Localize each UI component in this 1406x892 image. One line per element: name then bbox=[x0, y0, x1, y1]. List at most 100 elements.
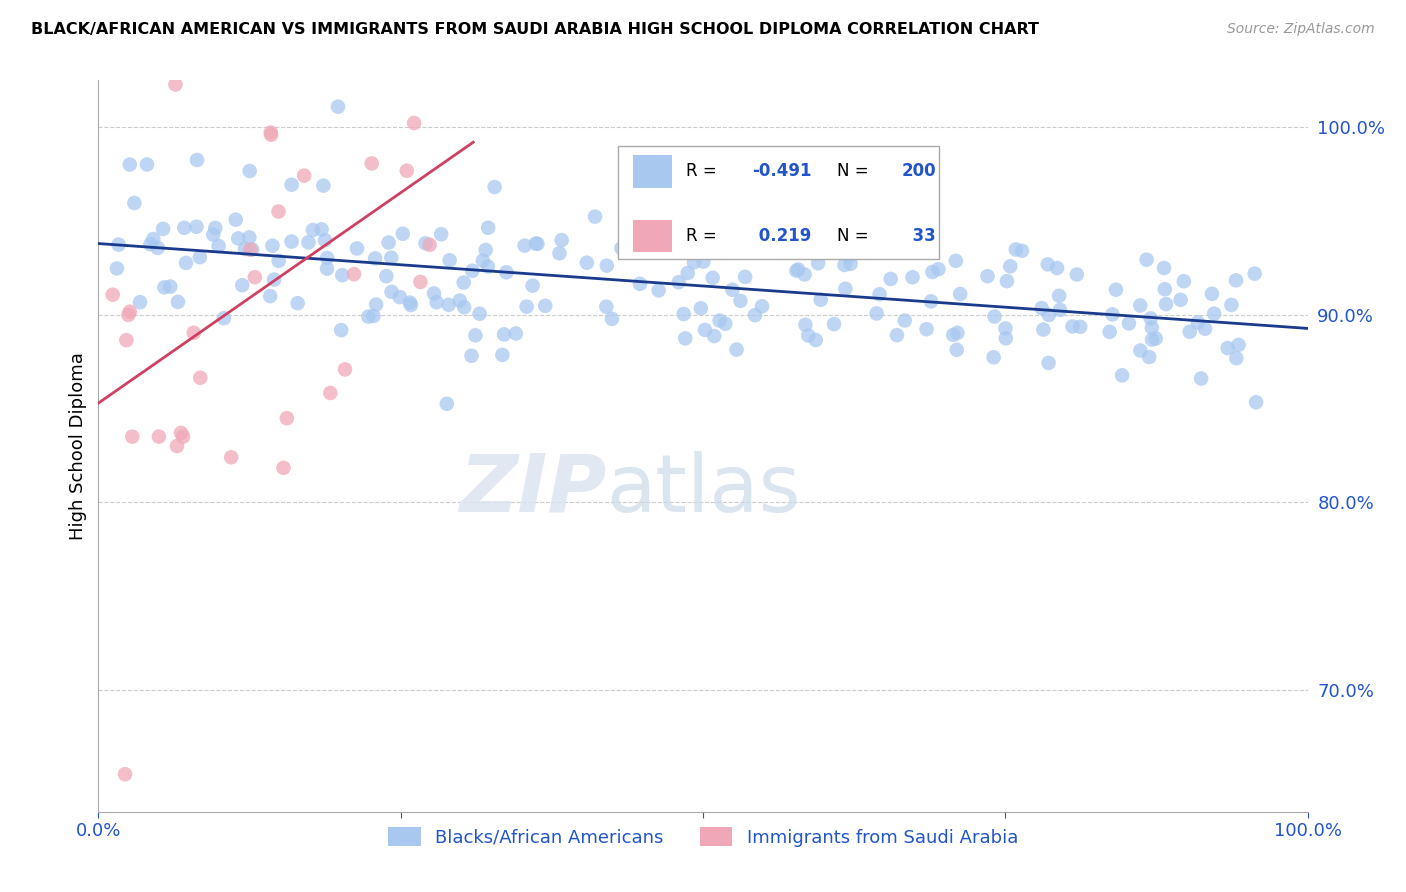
Point bbox=[312, 178, 335, 193]
Point bbox=[330, 323, 353, 337]
Point bbox=[260, 128, 283, 142]
Point bbox=[1066, 268, 1088, 282]
Point bbox=[1201, 286, 1223, 301]
Bar bbox=[633, 155, 672, 188]
Point bbox=[835, 225, 858, 239]
Point bbox=[101, 287, 124, 301]
Point bbox=[415, 236, 437, 251]
Point bbox=[994, 331, 1017, 345]
Point bbox=[357, 310, 380, 324]
Point bbox=[419, 237, 441, 252]
Point bbox=[672, 307, 695, 321]
Point bbox=[297, 235, 319, 250]
Text: 33: 33 bbox=[901, 227, 936, 245]
Point bbox=[404, 116, 426, 130]
Text: atlas: atlas bbox=[606, 450, 800, 529]
Point bbox=[259, 289, 281, 303]
Point bbox=[1000, 260, 1022, 274]
Point bbox=[152, 222, 174, 236]
Point bbox=[343, 267, 366, 281]
Point bbox=[129, 295, 152, 310]
Point bbox=[477, 260, 499, 274]
Point bbox=[516, 300, 538, 314]
Point bbox=[314, 233, 336, 247]
Point bbox=[468, 307, 491, 321]
Point bbox=[239, 164, 262, 178]
Point bbox=[702, 270, 724, 285]
Point bbox=[280, 178, 302, 192]
Point bbox=[1032, 322, 1054, 336]
Point bbox=[186, 153, 208, 167]
Point bbox=[243, 270, 266, 285]
Point bbox=[1011, 244, 1033, 258]
Point bbox=[409, 275, 432, 289]
Point bbox=[267, 204, 290, 219]
Point bbox=[238, 230, 260, 244]
Point bbox=[949, 287, 972, 301]
Point bbox=[118, 157, 141, 171]
Point bbox=[207, 239, 229, 253]
Point bbox=[668, 275, 690, 289]
Point bbox=[231, 278, 253, 293]
Point bbox=[983, 310, 1005, 324]
Point bbox=[721, 283, 744, 297]
Point bbox=[1220, 298, 1243, 312]
Point bbox=[1140, 320, 1163, 334]
Point bbox=[595, 300, 617, 314]
Point bbox=[785, 263, 807, 277]
Point bbox=[439, 253, 461, 268]
FancyBboxPatch shape bbox=[619, 146, 939, 260]
Point bbox=[474, 243, 496, 257]
Point bbox=[794, 318, 817, 332]
Point bbox=[153, 280, 176, 294]
Point bbox=[399, 298, 422, 312]
Point bbox=[1118, 317, 1140, 331]
Point bbox=[550, 233, 572, 247]
Point bbox=[148, 429, 170, 443]
Point bbox=[693, 323, 716, 337]
Point bbox=[276, 411, 298, 425]
Point bbox=[118, 304, 141, 318]
Point bbox=[426, 295, 449, 310]
Point bbox=[1004, 243, 1026, 257]
Point bbox=[787, 262, 810, 277]
Point bbox=[894, 313, 917, 327]
Point bbox=[391, 227, 413, 241]
Point bbox=[449, 293, 471, 308]
Point bbox=[804, 333, 827, 347]
Point bbox=[212, 311, 235, 326]
Point bbox=[225, 212, 247, 227]
Point bbox=[380, 285, 402, 299]
Text: -0.491: -0.491 bbox=[752, 162, 813, 180]
Point bbox=[1069, 319, 1091, 334]
Point bbox=[915, 322, 938, 336]
Point bbox=[807, 256, 830, 270]
Point bbox=[703, 329, 725, 343]
Point bbox=[453, 276, 475, 290]
Point bbox=[262, 238, 284, 252]
Point bbox=[1153, 260, 1175, 275]
Point bbox=[628, 277, 651, 291]
Point bbox=[1178, 325, 1201, 339]
Point bbox=[263, 272, 285, 286]
Point bbox=[522, 278, 544, 293]
Point bbox=[526, 236, 548, 251]
Point bbox=[186, 219, 208, 234]
Text: Source: ZipAtlas.com: Source: ZipAtlas.com bbox=[1227, 22, 1375, 37]
Point bbox=[1140, 333, 1163, 347]
Point bbox=[1046, 260, 1069, 275]
Point bbox=[204, 221, 226, 235]
Text: R =: R = bbox=[686, 162, 723, 180]
Point bbox=[793, 268, 815, 282]
Point bbox=[1049, 302, 1071, 317]
Point bbox=[995, 274, 1018, 288]
Point bbox=[709, 313, 731, 327]
Point bbox=[647, 284, 669, 298]
Point bbox=[1129, 343, 1152, 358]
Point bbox=[1227, 338, 1250, 352]
Point bbox=[491, 348, 513, 362]
Point bbox=[676, 266, 699, 280]
Point bbox=[1216, 341, 1239, 355]
Point bbox=[330, 268, 353, 282]
Text: 0.219: 0.219 bbox=[752, 227, 811, 245]
